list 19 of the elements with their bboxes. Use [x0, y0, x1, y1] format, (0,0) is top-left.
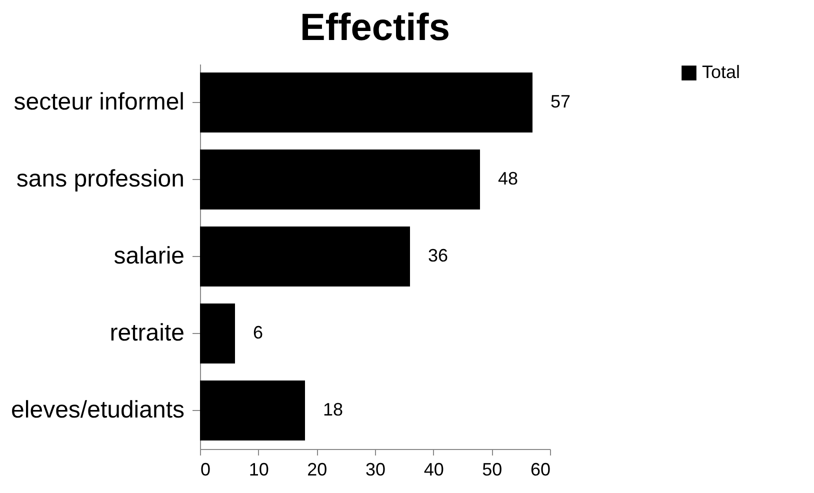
- x-tick-label: 0: [200, 460, 211, 480]
- data-label: 6: [253, 322, 264, 342]
- legend-label: Total: [702, 62, 740, 82]
- y-tick-label: sans profession: [16, 166, 184, 192]
- x-tick-label: 40: [424, 460, 444, 480]
- x-tick-label: 10: [248, 460, 269, 480]
- data-label: 48: [498, 168, 518, 188]
- y-tick-label: eleves/etudiants: [11, 396, 184, 424]
- y-tick-label: salarie: [114, 242, 184, 270]
- y-tick-label: secteur informel: [14, 88, 184, 116]
- data-label: 18: [323, 400, 344, 420]
- x-tick-label: 60: [530, 460, 550, 480]
- x-tick-label: 20: [307, 460, 328, 480]
- x-tick-label: 30: [365, 460, 386, 480]
- chart-title: Effectifs: [300, 7, 450, 49]
- data-label: 57: [550, 92, 571, 112]
- y-tick-label: retraite: [110, 320, 184, 346]
- data-label: 36: [428, 246, 448, 266]
- x-tick-label: 50: [482, 460, 502, 480]
